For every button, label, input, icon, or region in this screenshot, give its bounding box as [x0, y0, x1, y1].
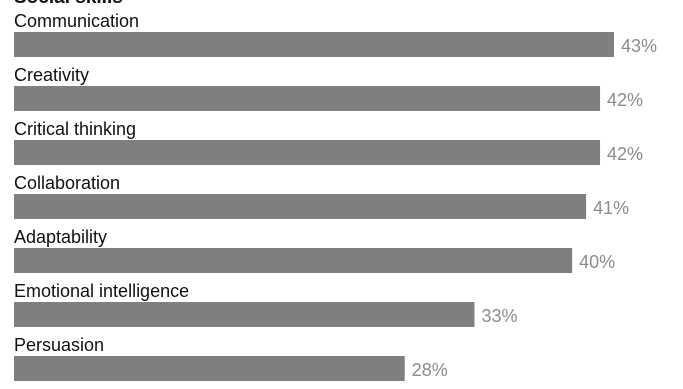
value-label: 28% [412, 360, 448, 380]
value-label: 41% [593, 198, 629, 218]
chart-title: Social skills [14, 0, 123, 9]
category-label: Emotional intelligence [14, 281, 189, 301]
bar [14, 32, 614, 57]
category-label: Critical thinking [14, 119, 136, 139]
bar [14, 86, 601, 111]
bar [14, 302, 475, 327]
value-label: 43% [621, 36, 657, 56]
value-label: 40% [579, 252, 615, 272]
value-label: 33% [481, 306, 517, 326]
category-label: Communication [14, 11, 139, 31]
bar [14, 140, 601, 165]
value-label: 42% [607, 144, 643, 164]
value-label: 42% [607, 90, 643, 110]
category-label: Collaboration [14, 173, 120, 193]
category-label: Persuasion [14, 335, 104, 355]
category-label: Creativity [14, 65, 89, 85]
bar [14, 248, 573, 273]
bar [14, 194, 587, 219]
bar [14, 356, 405, 381]
category-label: Adaptability [14, 227, 107, 247]
